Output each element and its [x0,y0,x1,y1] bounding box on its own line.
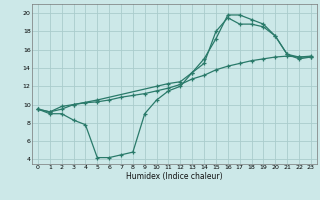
X-axis label: Humidex (Indice chaleur): Humidex (Indice chaleur) [126,172,223,181]
